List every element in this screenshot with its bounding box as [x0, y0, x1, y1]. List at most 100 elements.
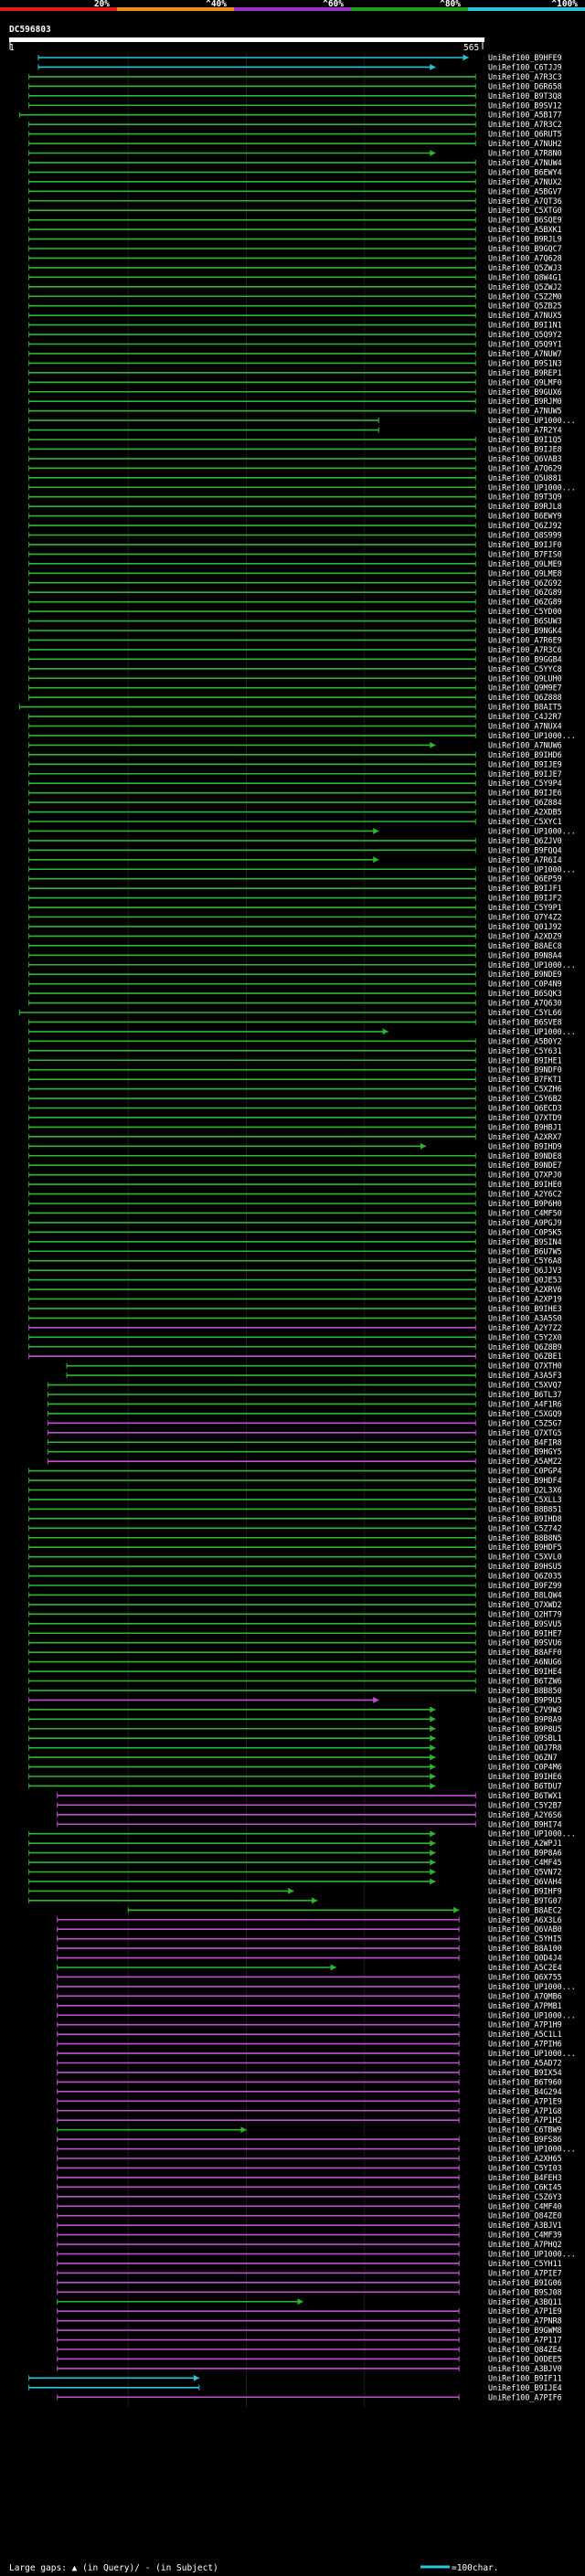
hit-label[interactable]: UniRef100_A7Q628: [488, 253, 562, 262]
hit-label[interactable]: UniRef100_UP1000...: [488, 1829, 576, 1839]
hit-label[interactable]: UniRef100_C5Y9P4: [488, 779, 562, 788]
hit-label[interactable]: UniRef100_B8AEC8: [488, 941, 562, 950]
hit-label[interactable]: UniRef100_Q6ZG89: [488, 588, 562, 597]
hit-label[interactable]: UniRef100_B9IHE7: [488, 1628, 562, 1638]
hit-label[interactable]: UniRef100_Q6VAB3: [488, 454, 562, 463]
hit-label[interactable]: UniRef100_A5BXK1: [488, 225, 562, 234]
hit-label[interactable]: UniRef100_A7R6I4: [488, 855, 562, 864]
hit-label[interactable]: UniRef100_C5Z6Y3: [488, 2192, 562, 2201]
hit-label[interactable]: UniRef100_Q7Y4Z2: [488, 913, 562, 922]
hit-label[interactable]: UniRef100_C5YD00: [488, 607, 562, 616]
hit-label[interactable]: UniRef100_Q5ZWJ2: [488, 282, 562, 292]
hit-label[interactable]: UniRef100_A5AMZ2: [488, 1457, 562, 1466]
hit-label[interactable]: UniRef100_B4G294: [488, 2087, 562, 2096]
hit-label[interactable]: UniRef100_B9NDE7: [488, 1161, 562, 1170]
hit-label[interactable]: UniRef100_A7R3C3: [488, 72, 562, 81]
hit-label[interactable]: UniRef100_C6TBW9: [488, 2125, 562, 2135]
hit-label[interactable]: UniRef100_B6TWX1: [488, 1791, 562, 1800]
hit-label[interactable]: UniRef100_A7R3C2: [488, 120, 562, 129]
hit-label[interactable]: UniRef100_C7V9W3: [488, 1705, 562, 1714]
hit-label[interactable]: UniRef100_B9IHD6: [488, 750, 562, 759]
hit-label[interactable]: UniRef100_Q9LME8: [488, 568, 562, 578]
hit-label[interactable]: UniRef100_Q5Q9Y1: [488, 340, 562, 349]
hit-label[interactable]: UniRef100_B9P6H0: [488, 1199, 562, 1208]
hit-label[interactable]: UniRef100_B9HDF4: [488, 1476, 562, 1485]
hit-label[interactable]: UniRef100_UP1000...: [488, 826, 576, 835]
hit-label[interactable]: UniRef100_B9FS86: [488, 2135, 562, 2144]
hit-label[interactable]: UniRef100_B9SVU6: [488, 1638, 562, 1648]
hit-label[interactable]: UniRef100_C4MF50: [488, 1208, 562, 1217]
hit-label[interactable]: UniRef100_B9IHF9: [488, 1886, 562, 1895]
hit-label[interactable]: UniRef100_C5YHI5: [488, 1935, 562, 1944]
hit-label[interactable]: UniRef100_Q7XPJ0: [488, 1171, 562, 1180]
hit-label[interactable]: UniRef100_Q6Z884: [488, 798, 562, 807]
hit-label[interactable]: UniRef100_B9P8U5: [488, 1724, 562, 1733]
hit-label[interactable]: UniRef100_A4F1R6: [488, 1399, 562, 1408]
hit-label[interactable]: UniRef100_B9IJE9: [488, 759, 562, 769]
hit-label[interactable]: UniRef100_B9NDE9: [488, 970, 562, 979]
hit-label[interactable]: UniRef100_A3BQ11: [488, 2297, 562, 2306]
hit-label[interactable]: UniRef100_Q6ECD3: [488, 1104, 562, 1113]
hit-label[interactable]: UniRef100_C4MF39: [488, 2231, 562, 2240]
hit-label[interactable]: UniRef100_C5YL66: [488, 1008, 562, 1017]
hit-label[interactable]: UniRef100_B9IJF2: [488, 894, 562, 903]
hit-label[interactable]: UniRef100_A6NUG6: [488, 1658, 562, 1667]
hit-label[interactable]: UniRef100_B9HGY5: [488, 1447, 562, 1457]
hit-label[interactable]: UniRef100_B6SUW3: [488, 617, 562, 626]
hit-label[interactable]: UniRef100_A2Y6S6: [488, 1810, 562, 1819]
hit-label[interactable]: UniRef100_B8B850: [488, 1686, 562, 1695]
hit-label[interactable]: UniRef100_A7NUW6: [488, 740, 562, 749]
hit-label[interactable]: UniRef100_B9T3Q8: [488, 91, 562, 101]
hit-label[interactable]: UniRef100_A5C1L1: [488, 2030, 562, 2039]
hit-label[interactable]: UniRef100_Q8S999: [488, 531, 562, 540]
hit-label[interactable]: UniRef100_A7PIE7: [488, 2268, 562, 2277]
hit-label[interactable]: UniRef100_Q6Z888: [488, 693, 562, 702]
hit-label[interactable]: UniRef100_Q6Z8B9: [488, 1342, 562, 1352]
hit-label[interactable]: UniRef100_UP1000...: [488, 2049, 576, 2058]
hit-label[interactable]: UniRef100_A3BJV0: [488, 2364, 562, 2373]
hit-label[interactable]: UniRef100_Q2L3X6: [488, 1486, 562, 1495]
hit-label[interactable]: UniRef100_A3A5F3: [488, 1371, 562, 1380]
hit-label[interactable]: UniRef100_Q8W4G1: [488, 272, 562, 281]
hit-label[interactable]: UniRef100_D6R658: [488, 81, 562, 90]
hit-label[interactable]: UniRef100_Q5ZWJ3: [488, 263, 562, 272]
hit-label[interactable]: UniRef100_B9S1N3: [488, 358, 562, 367]
hit-label[interactable]: UniRef100_B9IJE6: [488, 789, 562, 798]
hit-label[interactable]: UniRef100_Q7XWD2: [488, 1600, 562, 1609]
hit-label[interactable]: UniRef100_A6X3L6: [488, 1915, 562, 1924]
hit-label[interactable]: UniRef100_B9IJF0: [488, 540, 562, 549]
hit-label[interactable]: UniRef100_B9P8A9: [488, 1714, 562, 1723]
hit-label[interactable]: UniRef100_B9IHE3: [488, 1304, 562, 1313]
hit-label[interactable]: UniRef100_B9HFE9: [488, 53, 562, 62]
hit-label[interactable]: UniRef100_C5Y6B2: [488, 1094, 562, 1103]
hit-label[interactable]: UniRef100_Q6Z035: [488, 1572, 562, 1581]
hit-label[interactable]: UniRef100_B9GUX6: [488, 387, 562, 397]
hit-label[interactable]: UniRef100_C5Y2B7: [488, 1800, 562, 1809]
hit-label[interactable]: UniRef100_UP1000...: [488, 864, 576, 874]
hit-label[interactable]: UniRef100_A7P1H9: [488, 2020, 562, 2030]
hit-label[interactable]: UniRef100_B8AIT5: [488, 703, 562, 712]
hit-label[interactable]: UniRef100_B9IHE0: [488, 1180, 562, 1189]
hit-label[interactable]: UniRef100_B6U7W5: [488, 1246, 562, 1256]
hit-label[interactable]: UniRef100_Q9LMF0: [488, 377, 562, 387]
hit-label[interactable]: UniRef100_B9FQQ4: [488, 845, 562, 854]
hit-label[interactable]: UniRef100_A7QMB6: [488, 1991, 562, 2000]
hit-label[interactable]: UniRef100_C5YH11: [488, 2259, 562, 2268]
hit-label[interactable]: UniRef100_A2Y7Z2: [488, 1323, 562, 1332]
hit-label[interactable]: UniRef100_A7PNR8: [488, 2316, 562, 2326]
hit-label[interactable]: UniRef100_A7NUX2: [488, 177, 562, 186]
hit-label[interactable]: UniRef100_UP1000...: [488, 731, 576, 740]
hit-label[interactable]: UniRef100_C6TJJ9: [488, 62, 562, 71]
hit-label[interactable]: UniRef100_A7PIF6: [488, 2392, 562, 2401]
hit-label[interactable]: UniRef100_B9IHE6: [488, 1772, 562, 1781]
hit-label[interactable]: UniRef100_C5Z2M0: [488, 292, 562, 301]
hit-label[interactable]: UniRef100_B6TDU7: [488, 1781, 562, 1790]
hit-label[interactable]: UniRef100_Q7XTH0: [488, 1362, 562, 1371]
hit-label[interactable]: UniRef100_B9P9U5: [488, 1695, 562, 1704]
hit-label[interactable]: UniRef100_A7P117: [488, 2336, 562, 2345]
hit-label[interactable]: UniRef100_A7NUW7: [488, 349, 562, 358]
hit-label[interactable]: UniRef100_A2XRV6: [488, 1285, 562, 1294]
hit-label[interactable]: UniRef100_B9P8A6: [488, 1849, 562, 1858]
hit-label[interactable]: UniRef100_Q9M9E7: [488, 684, 562, 693]
hit-label[interactable]: UniRef100_A3A5S0: [488, 1313, 562, 1322]
